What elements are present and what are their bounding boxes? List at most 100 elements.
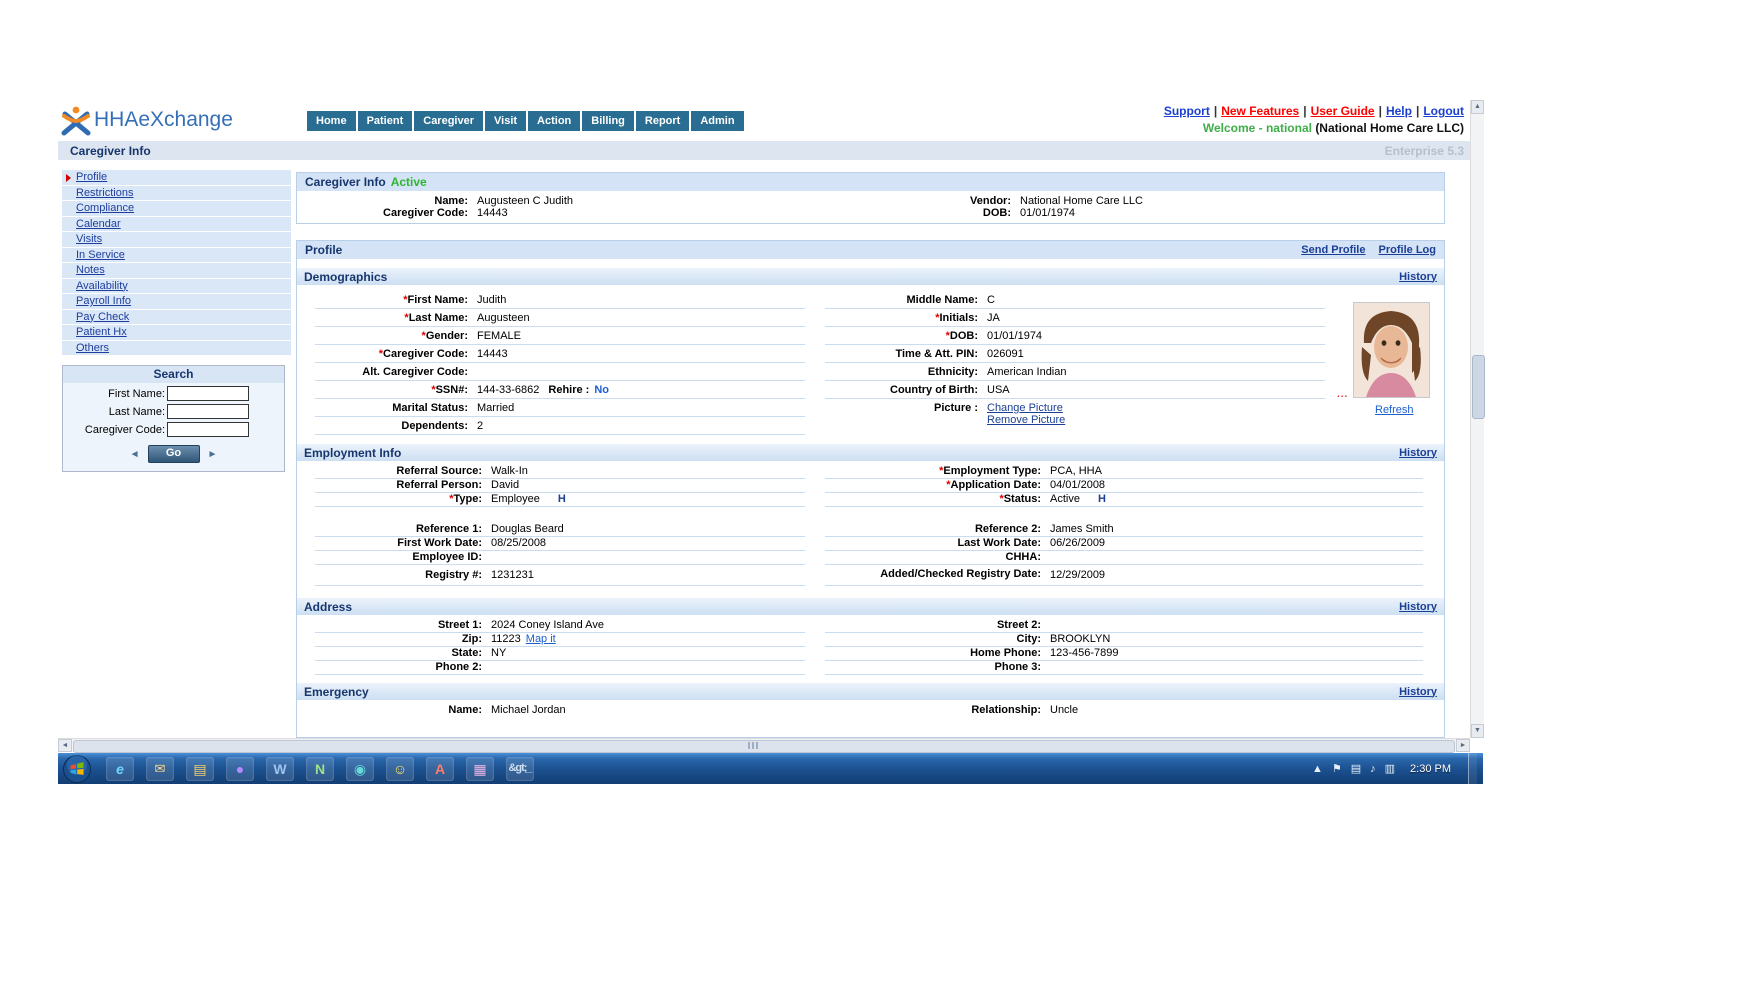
sidebar-item-compliance[interactable]: Compliance [62, 201, 291, 217]
initials-value: JA [987, 312, 1000, 324]
street1-value: 2024 Coney Island Ave [491, 619, 604, 631]
tray-expand-icon[interactable]: ▲ [1311, 762, 1323, 775]
photo-more-indicator[interactable]: ... [1337, 389, 1349, 400]
start-button[interactable] [62, 754, 92, 784]
demographics-header: Demographics History [297, 268, 1444, 285]
dob-label: DOB: [982, 207, 1011, 219]
caregiver-photo [1353, 302, 1430, 398]
employment-fields: Referral Source: Walk-In Referral Person:… [315, 465, 1444, 586]
sidebar-item-patient-hx[interactable]: Patient Hx [62, 325, 291, 341]
welcome-company: (National Home Care LLC) [1315, 121, 1464, 135]
welcome-user: Welcome - national [1202, 121, 1312, 135]
logout-link[interactable]: Logout [1423, 104, 1464, 118]
emergency-name-value: Michael Jordan [491, 704, 566, 716]
onenote-icon[interactable]: N [306, 756, 334, 781]
sidebar-item-notes[interactable]: Notes [62, 263, 291, 279]
referral-person-value: David [491, 479, 520, 491]
sidebar-item-profile[interactable]: Profile [62, 170, 291, 186]
tab-report[interactable]: Report [635, 111, 690, 131]
send-profile-link[interactable]: Send Profile [1301, 244, 1366, 256]
profile-log-link[interactable]: Profile Log [1378, 244, 1436, 256]
city-value: BROOKLYN [1050, 633, 1111, 645]
type-history-h-link[interactable]: H [557, 493, 566, 505]
tab-action[interactable]: Action [528, 111, 581, 131]
last-name-input[interactable] [167, 404, 249, 419]
sidebar-item-pay-check[interactable]: Pay Check [62, 309, 291, 325]
sidebar-item-payroll-info[interactable]: Payroll Info [62, 294, 291, 310]
show-desktop-button[interactable] [1468, 753, 1477, 784]
rehire-label: Rehire : [548, 384, 590, 396]
remove-picture-link[interactable]: Remove Picture [987, 414, 1066, 426]
edition-label: Enterprise 5.3 [1384, 144, 1464, 158]
change-picture-link[interactable]: Change Picture [987, 402, 1063, 414]
horizontal-scrollbar[interactable]: ◄ ► [58, 738, 1470, 753]
document-icon[interactable]: ▤ [1350, 763, 1362, 775]
profile-box: Profile Send Profile Profile Log Demogra… [296, 240, 1445, 738]
employment-history-link[interactable]: History [1399, 446, 1437, 459]
main-content: Caregiver Info Active Name: Augusteen C J… [296, 172, 1445, 738]
messenger-icon[interactable]: ☺ [386, 756, 414, 781]
next-arrow-icon[interactable]: ► [207, 448, 218, 460]
last-name-value: Augusteen [477, 312, 530, 324]
emergency-header: Emergency History [297, 683, 1444, 700]
scroll-down-button[interactable]: ▼ [1471, 724, 1484, 738]
scroll-right-button[interactable]: ► [1456, 739, 1470, 752]
tab-home[interactable]: Home [307, 111, 356, 131]
tab-patient[interactable]: Patient [357, 111, 413, 131]
adobe-reader-icon[interactable]: A [426, 756, 454, 781]
first-name-input[interactable] [167, 386, 249, 401]
tab-admin[interactable]: Admin [691, 111, 744, 131]
user-guide-link[interactable]: User Guide [1310, 104, 1375, 118]
dob-value: 01/01/1974 [1020, 207, 1076, 219]
sidebar-item-visits[interactable]: Visits [62, 232, 291, 248]
scroll-grip[interactable] [748, 742, 762, 749]
search-panel: Search First Name: Last Name: Caregiver … [62, 365, 285, 472]
folder-icon[interactable]: ▤ [186, 756, 214, 781]
status-history-h-link[interactable]: H [1097, 493, 1106, 505]
horizontal-scroll-thumb[interactable] [73, 740, 1455, 753]
email-icon[interactable]: ✉ [146, 756, 174, 781]
status-value: Active [1050, 493, 1080, 505]
marital-status-value: Married [477, 402, 515, 414]
address-fields: Street 1: 2024 Coney Island Ave Zip: 11223… [315, 619, 1444, 675]
vertical-scrollbar[interactable]: ▲ ▼ [1470, 100, 1485, 738]
address-history-link[interactable]: History [1399, 600, 1437, 613]
main-nav: Home Patient Caregiver Visit Action Bill… [307, 111, 744, 131]
go-button[interactable]: Go [147, 445, 200, 463]
sidebar-item-availability[interactable]: Availability [62, 278, 291, 294]
internet-explorer-icon[interactable]: e [106, 756, 134, 781]
vertical-scroll-thumb[interactable] [1472, 355, 1485, 419]
network-icon[interactable]: ▥ [1384, 763, 1396, 775]
help-link[interactable]: Help [1385, 104, 1412, 118]
prev-arrow-icon[interactable]: ◄ [129, 448, 140, 460]
tab-caregiver[interactable]: Caregiver [414, 111, 484, 131]
rehire-value-link[interactable]: No [594, 384, 610, 396]
browser-globe-icon[interactable]: ◉ [346, 756, 374, 781]
scroll-left-button[interactable]: ◄ [58, 739, 72, 752]
sidebar-item-calendar[interactable]: Calendar [62, 216, 291, 232]
new-features-link[interactable]: New Features [1221, 104, 1300, 118]
demographics-history-link[interactable]: History [1399, 270, 1437, 283]
emergency-history-link[interactable]: History [1399, 685, 1437, 698]
command-prompt-icon[interactable]: &gt;_ [506, 756, 534, 781]
clock[interactable]: 2:30 PM [1410, 762, 1451, 775]
volume-icon[interactable]: ♪ [1370, 762, 1376, 775]
tab-billing[interactable]: Billing [582, 111, 634, 131]
sidebar-item-in-service[interactable]: In Service [62, 247, 291, 263]
support-link[interactable]: Support [1163, 104, 1210, 118]
home-phone-value: 123-456-7899 [1050, 647, 1119, 659]
office-app-icon[interactable]: ▦ [466, 756, 494, 781]
first-name-value: Judith [477, 294, 507, 306]
media-player-icon[interactable]: ● [226, 756, 254, 781]
scroll-up-button[interactable]: ▲ [1471, 100, 1484, 114]
map-it-link[interactable]: Map it [525, 633, 556, 645]
photo-refresh-link[interactable]: Refresh [1375, 404, 1414, 416]
sidebar-item-restrictions[interactable]: Restrictions [62, 185, 291, 201]
word-icon[interactable]: W [266, 756, 294, 781]
caregiver-code-input[interactable] [167, 422, 249, 437]
action-center-flag-icon[interactable]: ⚑ [1331, 763, 1342, 775]
country-of-birth-value: USA [987, 384, 1010, 396]
address-header: Address History [297, 598, 1444, 615]
tab-visit[interactable]: Visit [485, 111, 527, 131]
sidebar-item-others[interactable]: Others [62, 340, 291, 356]
